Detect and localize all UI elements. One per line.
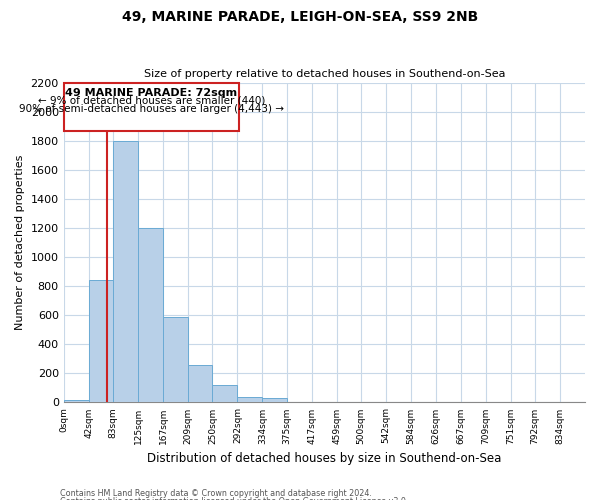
Bar bbox=[89, 280, 113, 402]
Text: ← 9% of detached houses are smaller (440): ← 9% of detached houses are smaller (440… bbox=[38, 96, 265, 106]
Bar bbox=[262, 398, 287, 402]
Text: 90% of semi-detached houses are larger (4,443) →: 90% of semi-detached houses are larger (… bbox=[19, 104, 284, 114]
Bar bbox=[212, 385, 238, 402]
Text: Contains public sector information licensed under the Open Government Licence v3: Contains public sector information licen… bbox=[60, 497, 409, 500]
Bar bbox=[64, 400, 89, 402]
Bar bbox=[188, 366, 212, 403]
Bar bbox=[163, 316, 188, 402]
Title: Size of property relative to detached houses in Southend-on-Sea: Size of property relative to detached ho… bbox=[143, 69, 505, 79]
Y-axis label: Number of detached properties: Number of detached properties bbox=[15, 155, 25, 330]
Text: Contains HM Land Registry data © Crown copyright and database right 2024.: Contains HM Land Registry data © Crown c… bbox=[60, 488, 372, 498]
Text: 49 MARINE PARADE: 72sqm: 49 MARINE PARADE: 72sqm bbox=[65, 88, 238, 98]
FancyBboxPatch shape bbox=[64, 82, 239, 130]
Bar bbox=[138, 228, 163, 402]
X-axis label: Distribution of detached houses by size in Southend-on-Sea: Distribution of detached houses by size … bbox=[147, 452, 502, 465]
Text: 49, MARINE PARADE, LEIGH-ON-SEA, SS9 2NB: 49, MARINE PARADE, LEIGH-ON-SEA, SS9 2NB bbox=[122, 10, 478, 24]
Bar bbox=[238, 396, 262, 402]
Bar bbox=[113, 140, 138, 402]
